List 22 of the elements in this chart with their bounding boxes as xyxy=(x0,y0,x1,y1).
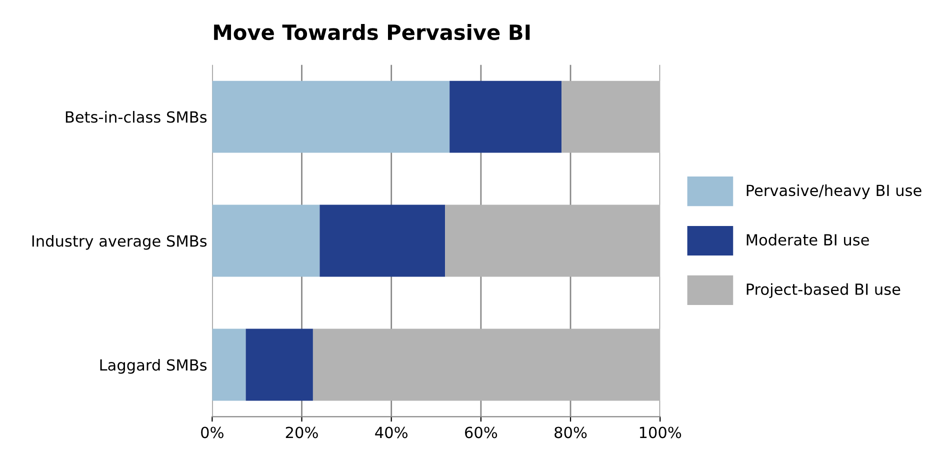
bar xyxy=(450,80,562,153)
x-tick-label: 20% xyxy=(286,426,318,438)
legend-label: Project-based BI use xyxy=(746,283,900,298)
x-tick-label: 80% xyxy=(554,426,587,438)
bar xyxy=(212,80,450,153)
legend-label: Pervasive/heavy BI use xyxy=(746,184,922,200)
bar xyxy=(212,328,246,401)
chart-title: Move Towards Pervasive BI xyxy=(214,24,530,40)
legend-label: Moderate BI use xyxy=(746,234,869,246)
x-tick-label: 0% xyxy=(201,426,224,438)
bar xyxy=(212,204,320,277)
x-tick-label: 40% xyxy=(375,426,408,438)
y-tick-label: Laggard SMBs xyxy=(100,358,207,374)
bar xyxy=(320,204,446,277)
bar xyxy=(312,328,660,401)
x-tick-label: 100% xyxy=(640,426,682,438)
bar xyxy=(246,328,313,401)
bar xyxy=(445,204,660,277)
y-tick-label: Bets-in-class SMBs xyxy=(66,110,207,123)
bar xyxy=(562,80,660,153)
x-tick-label: 60% xyxy=(465,426,498,438)
y-tick-label: Industry average SMBs xyxy=(32,234,207,250)
